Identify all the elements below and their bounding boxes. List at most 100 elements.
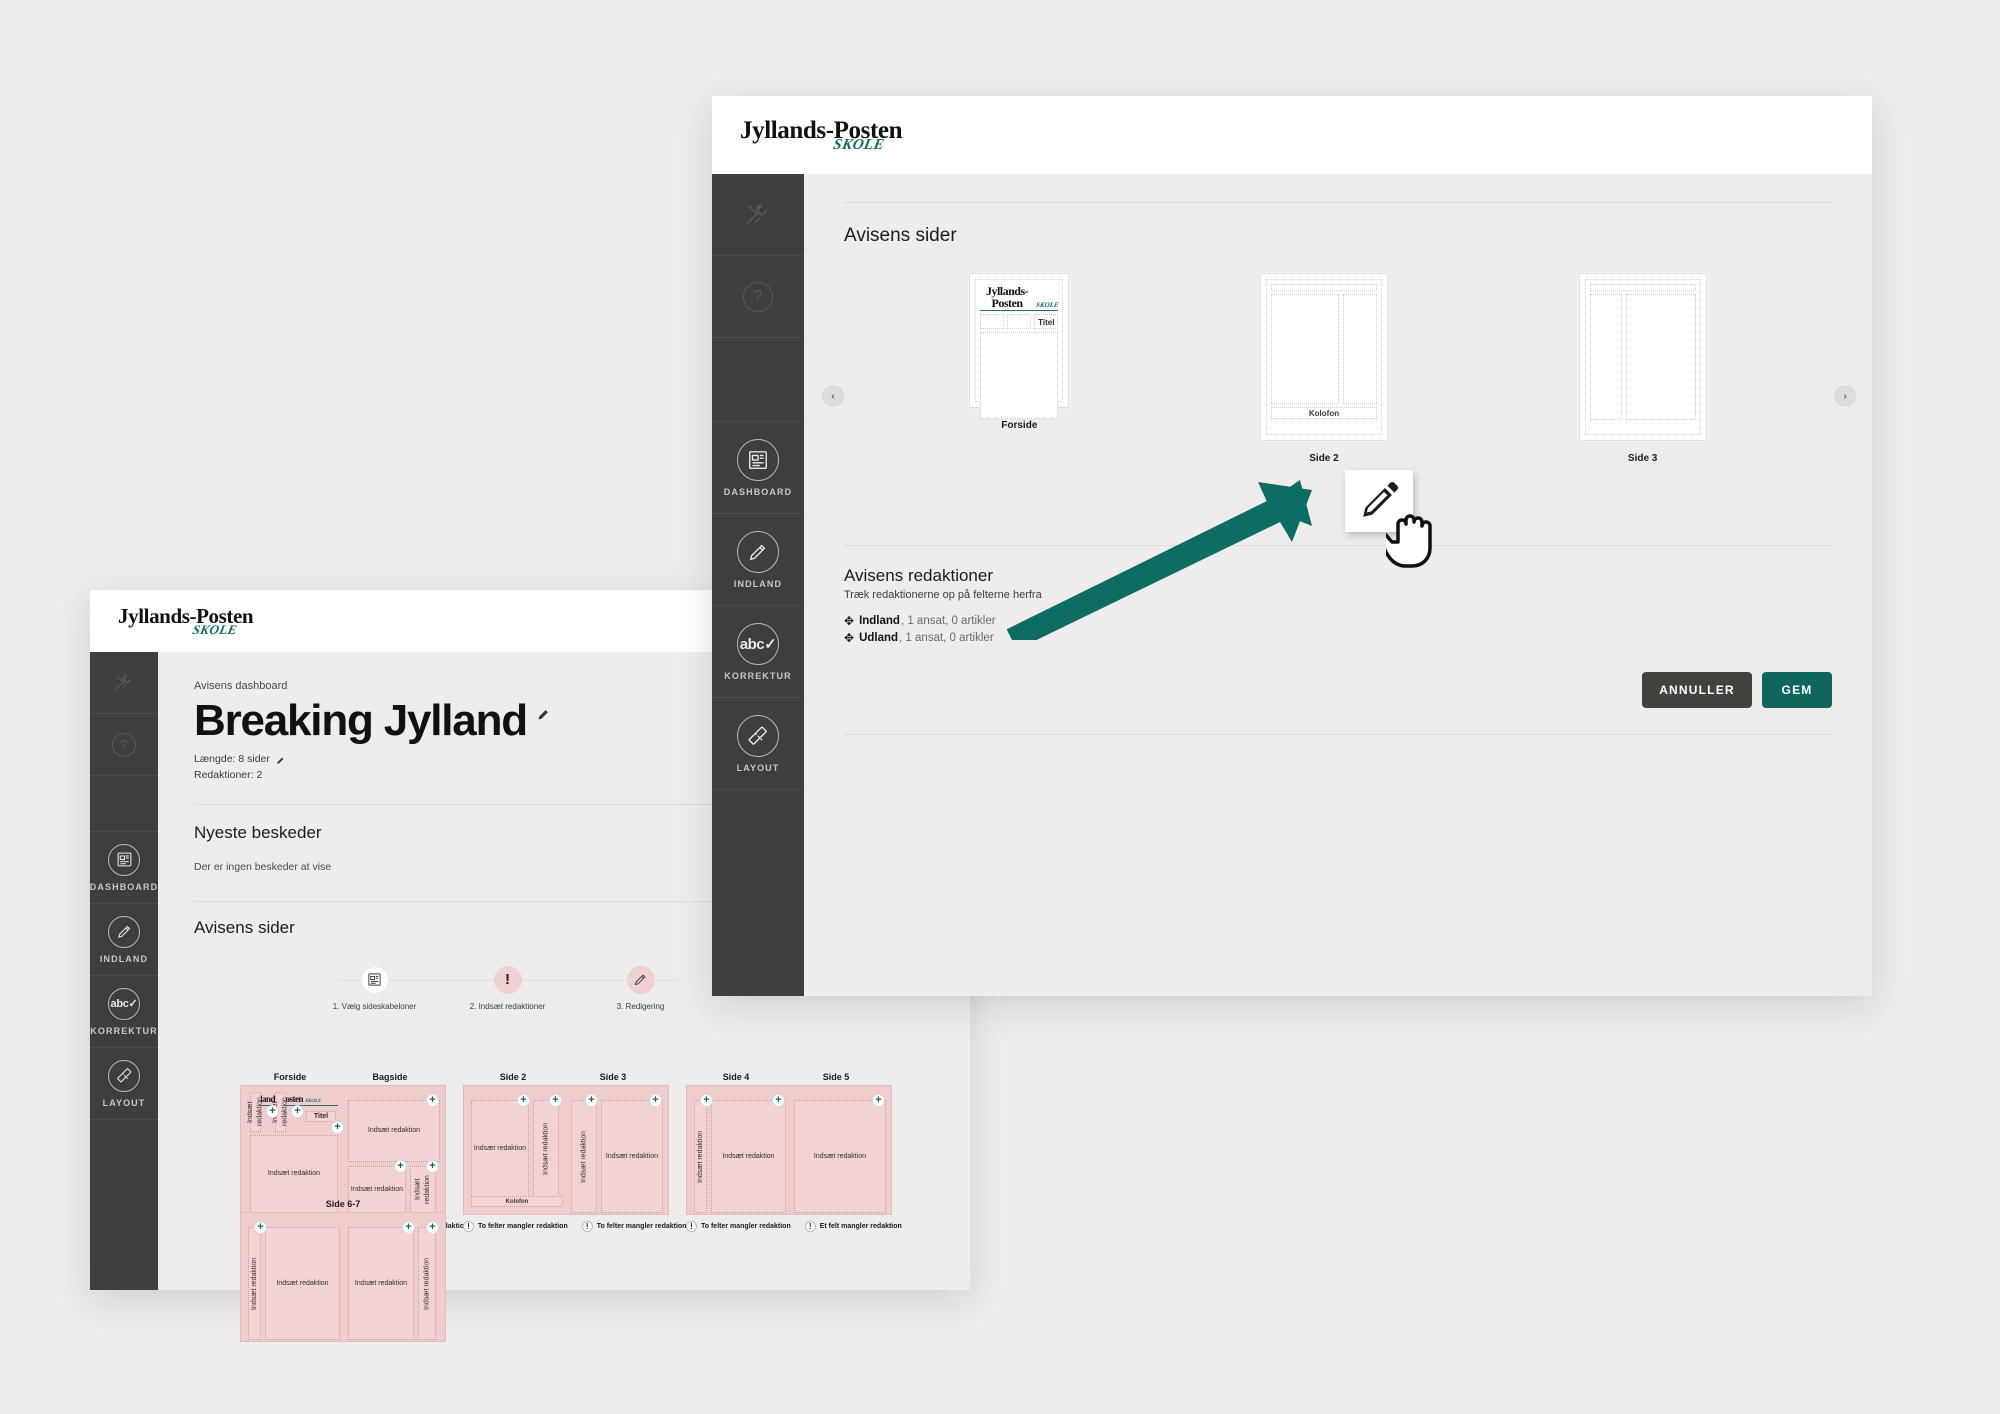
add-edition-button[interactable]: +: [872, 1094, 885, 1107]
chevron-left-icon: ‹: [831, 390, 835, 402]
add-edition-button[interactable]: +: [426, 1221, 439, 1234]
add-edition-button[interactable]: +: [700, 1094, 713, 1107]
spread-page[interactable]: Indsæt redaktion Indsæt redaktion Indsæt…: [344, 1089, 444, 1213]
spread-caption: Side 3: [599, 1072, 627, 1082]
spread-group-3: Side 4 Side 5 Indsæt redaktion Indsæt re…: [686, 1072, 902, 1232]
sidebar-item-korrektur[interactable]: abc✓ KORREKTUR: [712, 606, 804, 698]
spread-page[interactable]: Indsæt redaktion Indsæt redaktion +: [244, 1216, 344, 1340]
field-placeholder[interactable]: Indsæt redaktion: [348, 1227, 414, 1340]
add-edition-button[interactable]: +: [394, 1160, 407, 1173]
thumbnail-inner: [1584, 279, 1701, 435]
spread-page[interactable]: Indsæt redaktion Indsæt redaktion + +: [567, 1089, 667, 1213]
spread-page[interactable]: Indsæt redaktion Indsæt redaktion + +: [690, 1089, 790, 1213]
edit-pages-window-header: Jyllands-Posten SKOLE: [712, 96, 1872, 174]
add-edition-button[interactable]: +: [402, 1221, 415, 1234]
page-thumbnail[interactable]: Jyllands-Posten SKOLE Titel: [969, 273, 1070, 431]
add-edition-button[interactable]: +: [585, 1094, 598, 1107]
add-edition-button[interactable]: +: [649, 1094, 662, 1107]
step-3[interactable]: 3. Redigering: [574, 965, 707, 1011]
field-placeholder[interactable]: Indsæt redaktion: [471, 1100, 529, 1198]
sidebar-item-help[interactable]: ?: [712, 256, 804, 338]
thumbnail-top-band: [1270, 284, 1377, 291]
spread[interactable]: Jyllands-Posten SKOLE Indsæt redaktion I…: [240, 1085, 446, 1215]
meta-editions: Redaktioner: 2: [194, 768, 263, 781]
step-2-circle: !: [493, 965, 522, 994]
thumbnail-caption: Forside: [1001, 420, 1038, 431]
edit-title-pencil-icon[interactable]: [537, 708, 550, 721]
sidebar-item-layout[interactable]: LAYOUT: [712, 698, 804, 790]
field-placeholder[interactable]: Indsæt redaktion: [601, 1100, 663, 1213]
step-2[interactable]: ! 2. Indsæt redaktioner: [441, 965, 574, 1011]
add-edition-button[interactable]: +: [517, 1094, 530, 1107]
sidebar-item-layout[interactable]: LAYOUT: [90, 1048, 158, 1120]
spread-page[interactable]: Indsæt redaktion +: [790, 1089, 890, 1213]
spread-page[interactable]: Indsæt redaktion Indsæt redaktion + +: [344, 1216, 444, 1340]
field-placeholder[interactable]: Indsæt redaktion: [571, 1100, 597, 1213]
spread[interactable]: Indsæt redaktion Indsæt redaktion Kolofo…: [463, 1085, 669, 1215]
sidebar-label-dashboard: DASHBOARD: [89, 881, 159, 892]
field-placeholder[interactable]: Indsæt redaktion: [348, 1166, 406, 1213]
step-1-circle: [360, 965, 389, 994]
field-placeholder[interactable]: Indsæt redaktion: [694, 1100, 707, 1213]
edition-row[interactable]: ✥ Udland, 1 ansat, 0 artikler: [844, 632, 1832, 644]
sidebar-label-korrektur: KORREKTUR: [724, 670, 792, 681]
edit-tooltip-badge: [1345, 470, 1413, 532]
ruler-icon: [748, 726, 767, 745]
add-edition-button[interactable]: +: [426, 1094, 439, 1107]
carousel-next-button[interactable]: ›: [1834, 385, 1856, 407]
warning-item: ! Et felt mangler redaktion: [804, 1221, 902, 1232]
sidebar-item-dashboard[interactable]: DASHBOARD: [90, 832, 158, 904]
field-placeholder[interactable]: Indsæt redaktion: [533, 1100, 559, 1198]
carousel-prev-button[interactable]: ‹: [822, 385, 844, 407]
page-thumbnail[interactable]: Side 3: [1578, 273, 1707, 464]
sidebar-item-tools[interactable]: [90, 652, 158, 714]
field-placeholder[interactable]: Indsæt redaktion: [711, 1100, 786, 1213]
add-edition-button[interactable]: +: [331, 1121, 344, 1134]
edition-row[interactable]: ✥ Indland, 1 ansat, 0 artikler: [844, 615, 1832, 627]
sidebar-item-dashboard[interactable]: DASHBOARD: [712, 422, 804, 514]
sidebar-item-indland[interactable]: INDLAND: [90, 904, 158, 976]
move-handle-icon[interactable]: ✥: [844, 614, 855, 628]
sidebar-item-korrektur[interactable]: abc✓ KORREKTUR: [90, 976, 158, 1048]
field-placeholder[interactable]: Indsæt redaktion: [248, 1227, 261, 1340]
add-edition-button[interactable]: +: [254, 1221, 267, 1234]
meta-length: Længde: 8 sider: [194, 753, 270, 766]
thumbnail-preview-side2[interactable]: Kolofon: [1259, 273, 1388, 441]
cancel-button[interactable]: ANNULLER: [1642, 672, 1752, 708]
titel-field[interactable]: Titel: [306, 1111, 336, 1122]
sidebar-item-tools[interactable]: [712, 174, 804, 256]
step-1[interactable]: 1. Vælg sideskabeloner: [308, 965, 441, 1011]
thumbnail-top-band: [1589, 284, 1696, 291]
field-placeholder[interactable]: Indsæt redaktion: [418, 1227, 436, 1340]
add-edition-button[interactable]: +: [291, 1105, 304, 1118]
edit-length-pencil-icon[interactable]: [276, 756, 285, 765]
field-placeholder[interactable]: Indsæt redaktion: [247, 1092, 264, 1132]
question-mark-icon: ?: [120, 737, 128, 752]
spread-group-4: Side 6-7 Indsæt redaktion Indsæt redakti…: [240, 1199, 446, 1342]
add-edition-button[interactable]: +: [549, 1094, 562, 1107]
move-handle-icon[interactable]: ✥: [844, 631, 855, 645]
spread[interactable]: Indsæt redaktion Indsæt redaktion + Inds…: [240, 1212, 446, 1342]
page-thumbnail[interactable]: Kolofon Side 2: [1259, 273, 1388, 464]
sidebar-item-help[interactable]: ?: [90, 714, 158, 776]
sidebar-item-indland[interactable]: INDLAND: [712, 514, 804, 606]
add-edition-button[interactable]: +: [426, 1160, 439, 1173]
warning-text: To felter mangler redaktion: [478, 1223, 568, 1230]
field-placeholder[interactable]: Indsæt redaktion: [794, 1100, 886, 1213]
question-mark-icon: ?: [753, 287, 763, 305]
spread-group-1: Forside Bagside Jyllands-Posten SKOLE In…: [240, 1072, 468, 1232]
field-placeholder[interactable]: Indsæt redaktion: [348, 1100, 440, 1162]
thumbnail-inner: Jyllands-Posten SKOLE Titel: [975, 279, 1064, 419]
spread[interactable]: Indsæt redaktion Indsæt redaktion + + In…: [686, 1085, 892, 1215]
spread-page[interactable]: Indsæt redaktion Indsæt redaktion Kolofo…: [467, 1089, 567, 1211]
field-placeholder[interactable]: Indsæt redaktion: [250, 1135, 338, 1213]
thumbnail-box: [1589, 294, 1623, 420]
thumbnail-preview-side3[interactable]: [1578, 273, 1707, 441]
thumbnail-preview-forside[interactable]: Jyllands-Posten SKOLE Titel: [969, 273, 1070, 419]
spread-page[interactable]: Jyllands-Posten SKOLE Indsæt redaktion I…: [244, 1089, 344, 1213]
field-placeholder[interactable]: Indsæt redaktion: [265, 1227, 340, 1340]
add-edition-button[interactable]: +: [266, 1105, 279, 1118]
spread-caption: Side 2: [499, 1072, 527, 1082]
add-edition-button[interactable]: +: [772, 1094, 785, 1107]
save-button[interactable]: GEM: [1762, 672, 1832, 708]
